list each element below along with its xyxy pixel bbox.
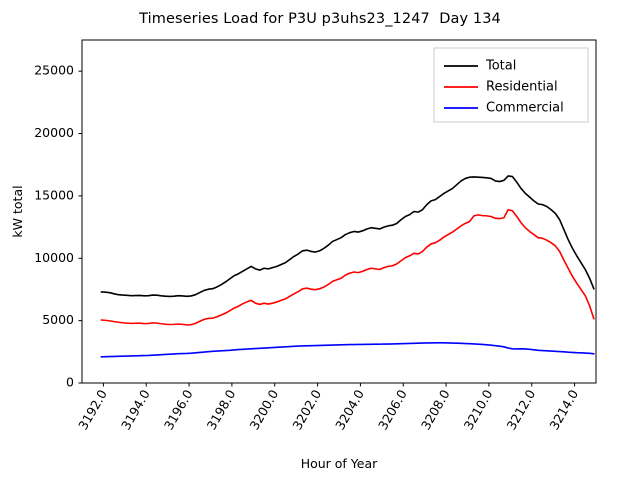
- x-tick-label: 3204.0: [332, 387, 367, 432]
- x-tick-label: 3212.0: [503, 387, 538, 432]
- legend-box: [433, 47, 589, 123]
- legend-label-commercial: Commercial: [486, 101, 564, 116]
- legend-label-total: Total: [485, 59, 516, 74]
- plot-frame: [81, 39, 597, 384]
- x-tick-label: 3208.0: [418, 387, 453, 432]
- y-axis-label: kW total: [10, 185, 25, 237]
- x-tick-label: 3192.0: [75, 387, 110, 432]
- x-tick-label: 3214.0: [546, 387, 581, 432]
- x-tick-label: 3200.0: [246, 387, 281, 432]
- series-line-total: [100, 175, 595, 298]
- y-tick-label: 10000: [34, 250, 74, 265]
- y-tick-label: 0: [66, 375, 74, 390]
- y-tick-label: 5000: [42, 312, 74, 327]
- x-tick-label: 3206.0: [375, 387, 410, 432]
- x-tick-label: 3194.0: [118, 387, 153, 432]
- legend-label-residential: Residential: [486, 80, 558, 95]
- y-tick-label: 15000: [34, 187, 74, 202]
- x-tick-label: 3196.0: [161, 387, 196, 432]
- x-tick-label: 3198.0: [204, 387, 239, 432]
- series-line-residential: [100, 208, 595, 326]
- series-line-commercial: [100, 341, 595, 358]
- x-axis-label: Hour of Year: [301, 456, 378, 471]
- x-tick-label: 3210.0: [461, 387, 496, 432]
- y-tick-label: 20000: [34, 125, 74, 140]
- x-tick-label: 3202.0: [289, 387, 324, 432]
- chart-title: Timeseries Load for P3U p3uhs23_1247 Day…: [139, 11, 501, 27]
- y-tick-label: 25000: [34, 63, 74, 78]
